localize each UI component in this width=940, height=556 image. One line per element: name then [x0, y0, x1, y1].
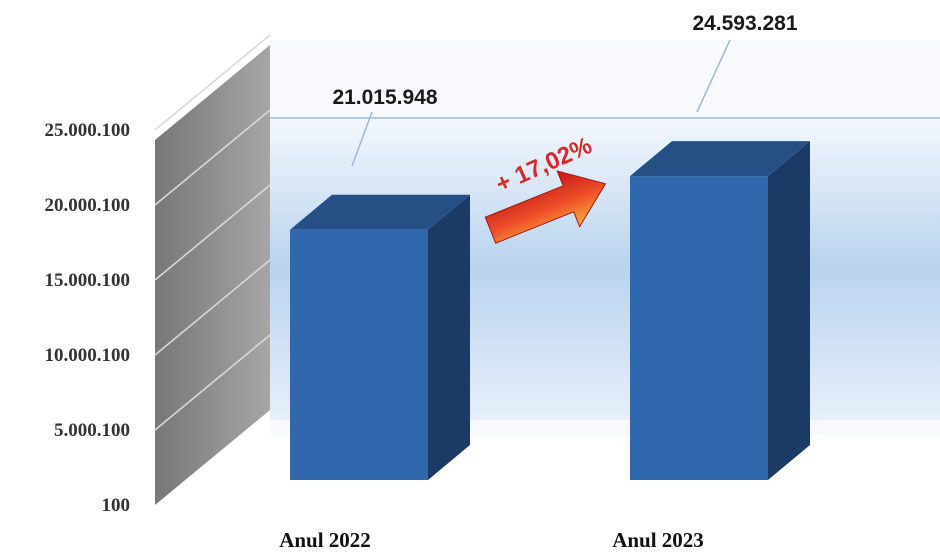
y-tick-label: 5.000.100: [54, 420, 130, 441]
bar-front: [290, 229, 428, 480]
data-label-leader: [696, 39, 731, 113]
gridline: [154, 34, 271, 131]
y-tick-label: 10.000.100: [45, 345, 131, 366]
data-label: 24.593.281: [692, 12, 797, 35]
bar-top: [630, 141, 810, 177]
gridline: [154, 334, 271, 431]
y-tick-label: 100: [102, 495, 131, 516]
gridline: [154, 109, 271, 206]
bar-front: [630, 176, 768, 480]
gridline: [154, 184, 271, 281]
bar-side: [768, 141, 810, 480]
y-tick-label: 25.000.100: [45, 120, 131, 141]
side-wall: [155, 45, 270, 505]
data-label-leader: [351, 111, 373, 167]
bar: [290, 194, 470, 481]
bar: [630, 141, 810, 480]
gridline: [154, 259, 271, 356]
y-tick-label: 15.000.100: [45, 270, 131, 291]
x-category-label: Anul 2022: [279, 528, 371, 551]
data-label: 21.015.948: [332, 86, 437, 109]
growth-arrow: [484, 170, 607, 244]
y-tick-label: 20.000.100: [45, 195, 131, 216]
bar-top: [290, 194, 470, 230]
bar-side: [428, 194, 470, 481]
x-category-label: Anul 2023: [612, 528, 704, 551]
